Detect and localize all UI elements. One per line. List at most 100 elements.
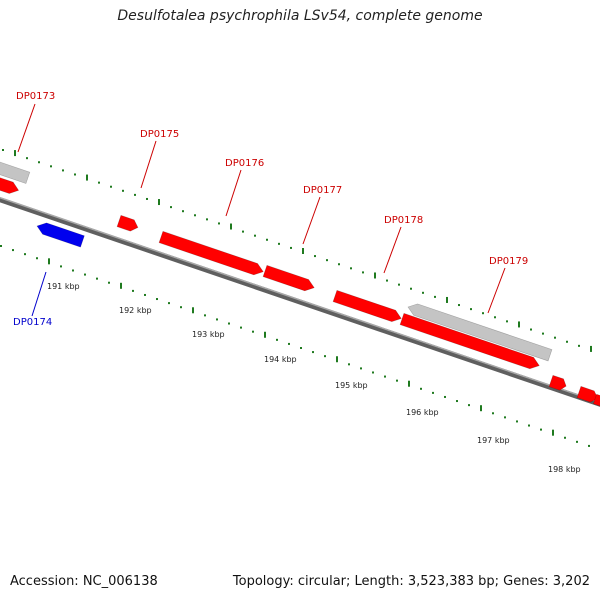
inner-tick (60, 265, 62, 268)
inner-tick (456, 400, 458, 403)
outer-tick (38, 161, 40, 164)
gene-label-leader-dp0179 (487, 267, 506, 314)
inner-tick (228, 322, 230, 325)
inner-tick (168, 302, 170, 305)
map-title: Desulfotalea psychrophila LSv54, complet… (117, 8, 483, 24)
outer-tick-track (2, 149, 592, 352)
inner-tick (216, 318, 218, 321)
inner-tick (48, 258, 50, 265)
inner-tick (120, 282, 122, 289)
gene-label-dp0175: DP0175 (140, 129, 179, 140)
outer-tick (386, 279, 388, 282)
outer-tick (158, 199, 160, 206)
outer-tick (122, 189, 124, 192)
inner-tick (96, 277, 98, 280)
gene-label-leader-dp0175 (140, 140, 157, 189)
outer-tick (374, 272, 376, 279)
outer-tick (146, 197, 148, 200)
inner-tick (0, 245, 2, 247)
outer-tick (350, 267, 352, 270)
inner-tick (324, 355, 326, 358)
gene-dp0179-arrow-shape (399, 312, 540, 370)
inner-tick (492, 412, 494, 415)
genome-backbone-highlight (0, 196, 600, 404)
outer-tick (362, 271, 364, 274)
scale-label-198kbp: 198 kbp (548, 465, 581, 474)
scale-label-197kbp: 197 kbp (477, 436, 510, 445)
feature-grey-right (407, 303, 553, 362)
outer-tick (302, 248, 304, 254)
inner-tick (528, 424, 530, 427)
outer-tick (566, 340, 568, 343)
scale-label-194kbp: 194 kbp (264, 355, 297, 364)
inner-tick (36, 257, 38, 260)
feature-grey-right-shape (407, 303, 553, 362)
gene-small-arrow-2 (576, 385, 599, 403)
scale-label-193kbp: 193 kbp (192, 330, 225, 339)
inner-tick (240, 326, 242, 329)
gene-small-arrow-1 (548, 374, 567, 391)
inner-tick (576, 440, 578, 443)
inner-tick (72, 269, 74, 272)
gene-label-dp0179: DP0179 (489, 256, 528, 267)
outer-tick (482, 312, 484, 315)
inner-tick (444, 395, 446, 398)
gene-dp0178-arrow-shape (332, 289, 402, 322)
outer-tick (338, 263, 340, 266)
inner-tick (132, 289, 134, 292)
inner-tick (480, 405, 482, 412)
scale-label-196kbp: 196 kbp (406, 408, 439, 417)
outer-tick (554, 336, 556, 339)
outer-tick (2, 149, 4, 151)
outer-tick (194, 214, 196, 217)
gene-dp0173-arrow-shape (0, 175, 20, 194)
outer-tick (170, 206, 172, 209)
inner-tick (432, 391, 434, 394)
inner-tick (552, 429, 554, 436)
outer-tick (398, 283, 400, 286)
scale-label-192kbp: 192 kbp (119, 306, 152, 315)
outer-tick (458, 304, 460, 307)
outer-tick (326, 259, 328, 262)
gene-dp0174-arrow (36, 222, 85, 248)
inner-tick (276, 338, 278, 341)
inner-tick (312, 351, 314, 354)
inner-tick (264, 331, 266, 338)
outer-tick (506, 320, 508, 323)
inner-tick (288, 342, 290, 345)
gene-dp0175-arrow (116, 214, 139, 232)
outer-tick (314, 255, 316, 258)
gene-label-dp0178: DP0178 (384, 215, 423, 226)
feature-track (0, 161, 600, 407)
outer-tick (446, 296, 448, 303)
outer-tick (86, 174, 88, 181)
outer-tick (50, 165, 52, 168)
inner-tick (420, 387, 422, 390)
scale-label-191kbp: 191 kbp (47, 282, 80, 291)
feature-grey-left-shape (0, 161, 31, 184)
gene-dp0176-arrow-shape (158, 230, 264, 276)
inner-tick (588, 444, 590, 447)
gene-dp0178-arrow (332, 289, 402, 322)
gene-label-leader-dp0176 (225, 169, 242, 217)
gene-small-arrow-2-shape (576, 385, 599, 403)
outer-tick (470, 308, 472, 311)
gene-dp0173-arrow (0, 175, 20, 194)
outer-tick (542, 332, 544, 335)
feature-grey-left (0, 161, 31, 184)
inner-tick (180, 306, 182, 309)
outer-tick (530, 328, 532, 331)
gene-label-leader-dp0173 (17, 103, 36, 153)
outer-tick (578, 344, 580, 347)
inner-tick (360, 367, 362, 370)
inner-tick (24, 253, 26, 256)
outer-tick (494, 316, 496, 319)
inner-tick (348, 363, 350, 366)
inner-tick (540, 428, 542, 431)
gene-label-dp0173: DP0173 (16, 91, 55, 102)
outer-tick (182, 210, 184, 213)
gene-dp0175-arrow-shape (116, 214, 139, 232)
outer-tick (110, 185, 112, 188)
inner-tick (192, 307, 194, 314)
